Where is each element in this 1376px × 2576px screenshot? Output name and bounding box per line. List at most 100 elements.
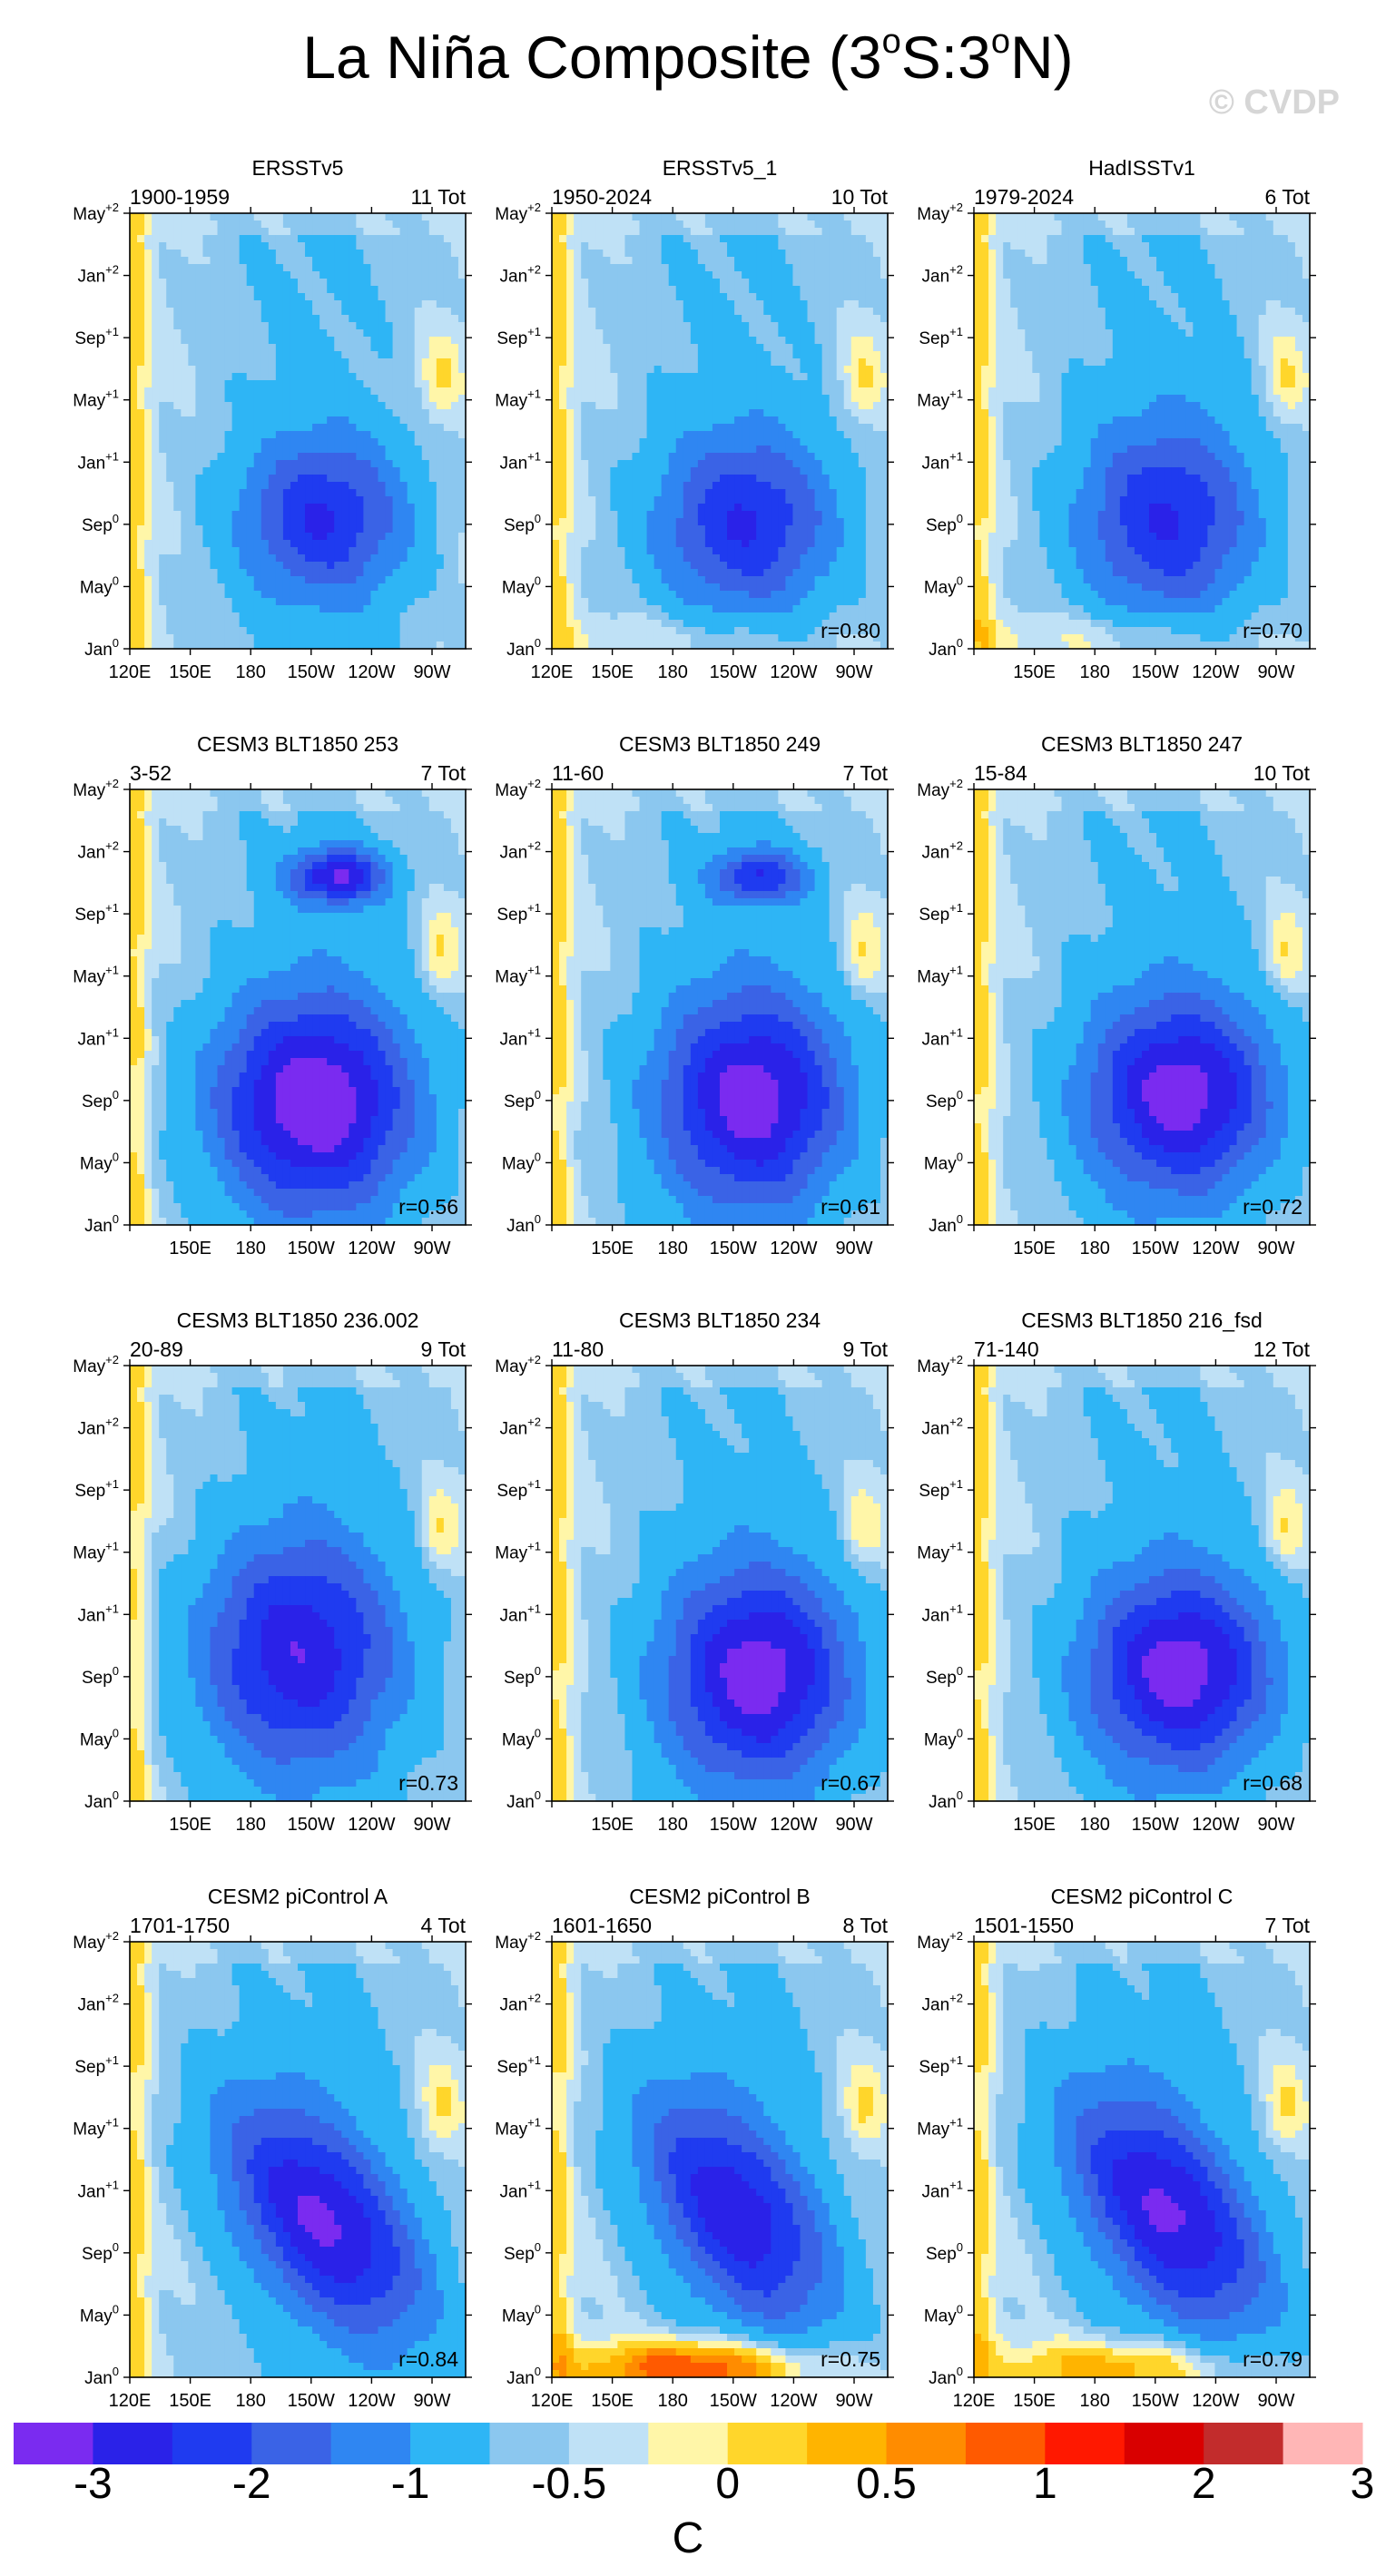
heat-cell <box>195 395 203 403</box>
heat-cell <box>269 337 277 345</box>
heat-cell <box>247 366 255 374</box>
heat-cell <box>283 235 291 243</box>
heat-cell <box>276 344 284 352</box>
heat-cell <box>152 358 160 367</box>
heat-cell <box>290 235 299 243</box>
heat-cell <box>437 250 445 258</box>
heat-cell <box>188 380 196 388</box>
heat-cell <box>202 315 211 323</box>
heat-cell <box>247 387 255 396</box>
heat-cell <box>290 286 299 294</box>
heat-cell <box>408 308 416 316</box>
heat-cell <box>415 286 423 294</box>
heat-cell <box>152 271 160 279</box>
heat-cell <box>159 322 167 330</box>
heat-cell <box>159 387 167 396</box>
heat-cell <box>283 373 291 381</box>
heat-cell <box>247 293 255 301</box>
heat-cell <box>276 300 284 309</box>
heat-cell <box>218 329 226 338</box>
heat-cell <box>159 228 167 236</box>
heat-cell <box>195 380 203 388</box>
heat-cell <box>422 264 430 272</box>
heat-cell <box>429 242 437 250</box>
heat-cell <box>327 271 335 279</box>
heat-cell <box>290 220 299 229</box>
heat-cell <box>232 344 241 352</box>
heat-cell <box>393 337 401 345</box>
heat-cell <box>173 387 182 396</box>
heat-cell <box>254 344 262 352</box>
heat-cell <box>422 366 430 374</box>
heat-cell <box>363 228 371 236</box>
heat-cell <box>202 220 211 229</box>
heat-cell <box>144 358 152 367</box>
heat-cell <box>283 257 291 265</box>
heat-cell <box>152 329 160 338</box>
heat-cell <box>202 293 211 301</box>
heat-cell <box>195 279 203 287</box>
heat-cell <box>173 351 182 359</box>
heat-cell <box>422 286 430 294</box>
heat-cell <box>319 220 328 229</box>
heat-cell <box>415 228 423 236</box>
heat-cell <box>232 279 241 287</box>
heat-cell <box>218 279 226 287</box>
heat-cell <box>261 387 270 396</box>
heat-cell <box>181 322 189 330</box>
heat-cell <box>173 213 182 221</box>
heat-cell <box>444 337 452 345</box>
heat-cell <box>137 264 145 272</box>
heat-cell <box>152 373 160 381</box>
heat-cell <box>152 228 160 236</box>
heat-cell <box>218 213 226 221</box>
heat-cell <box>370 322 378 330</box>
heat-cell <box>137 366 145 374</box>
heat-cell <box>276 358 284 367</box>
heat-cell <box>276 380 284 388</box>
heat-cell <box>152 264 160 272</box>
heat-cell <box>319 286 328 294</box>
heat-cell <box>393 286 401 294</box>
heat-cell <box>290 293 299 301</box>
heat-cell <box>137 228 145 236</box>
heat-cell <box>181 380 189 388</box>
heat-cell <box>232 373 241 381</box>
heat-cell <box>319 308 328 316</box>
heat-cell <box>422 279 430 287</box>
heat-cell <box>305 271 313 279</box>
heat-cell <box>451 358 459 367</box>
heat-cell <box>130 235 138 243</box>
heat-cell <box>312 264 320 272</box>
heat-cell <box>298 300 306 309</box>
heat-cell <box>152 395 160 403</box>
heat-cell <box>240 220 248 229</box>
heat-cell <box>415 257 423 265</box>
heat-cell <box>188 351 196 359</box>
heat-cell <box>415 271 423 279</box>
heat-cell <box>349 220 357 229</box>
heat-cell <box>334 286 342 294</box>
heat-cell <box>166 300 174 309</box>
heat-cell <box>188 228 196 236</box>
heat-cell <box>408 337 416 345</box>
heat-cell <box>247 380 255 388</box>
heat-cell <box>422 235 430 243</box>
heat-cell <box>298 387 306 396</box>
heat-cell <box>327 235 335 243</box>
heat-cell <box>290 387 299 396</box>
heat-cell <box>363 315 371 323</box>
heat-cell <box>363 271 371 279</box>
heat-cell <box>429 300 437 309</box>
heat-cell <box>349 373 357 381</box>
heat-cell <box>386 337 394 345</box>
heat-cell <box>349 242 357 250</box>
heat-cell <box>240 366 248 374</box>
heat-cell <box>247 300 255 309</box>
heat-cell <box>451 279 459 287</box>
heat-cell <box>305 257 313 265</box>
heat-cell <box>429 366 437 374</box>
heat-cell <box>225 387 233 396</box>
heat-cell <box>393 358 401 367</box>
heat-cell <box>152 351 160 359</box>
